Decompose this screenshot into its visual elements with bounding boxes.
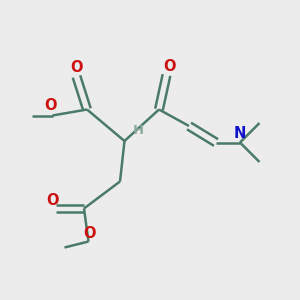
Text: O: O [163,59,176,74]
Text: O: O [46,193,59,208]
Text: N: N [234,126,246,141]
Text: O: O [70,60,83,75]
Text: O: O [84,226,96,241]
Text: H: H [132,124,144,137]
Text: O: O [45,98,57,113]
